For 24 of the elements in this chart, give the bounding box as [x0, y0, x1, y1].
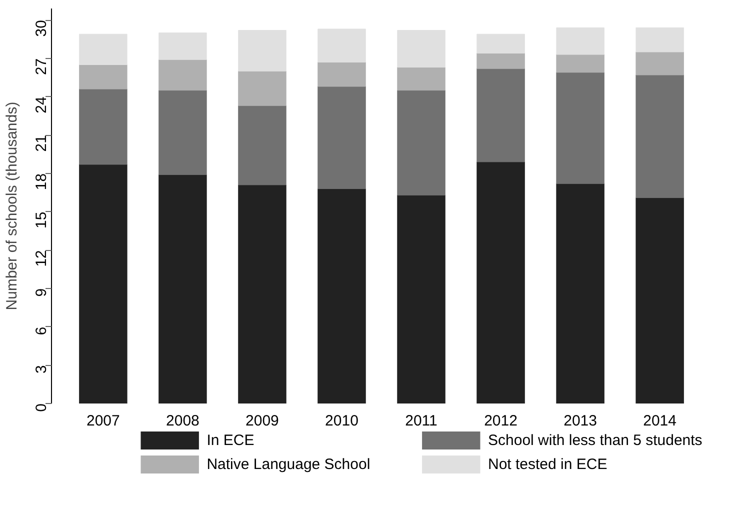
x-tick-label: 2009 [246, 412, 279, 430]
x-tick-label: 2010 [325, 412, 358, 430]
y-tick-label: 21 [33, 135, 50, 152]
x-tick-label: 2011 [405, 412, 438, 430]
y-tick-label: 9 [33, 288, 50, 297]
y-tick-label: 12 [33, 250, 50, 267]
y-tick-label: 6 [33, 326, 50, 336]
y-tick-label: 30 [33, 20, 50, 37]
x-tick-label: 2008 [166, 412, 200, 430]
legend-label: In ECE [206, 432, 254, 449]
x-tick-label: 2014 [643, 412, 677, 430]
y-tick-label: 27 [33, 58, 50, 76]
y-axis-title: Number of schools (thousands) [4, 102, 20, 310]
y-tick-label: 18 [33, 173, 50, 190]
x-tick-label: 2013 [564, 412, 597, 430]
x-tick-label: 2007 [86, 412, 120, 430]
y-tick-label: 15 [33, 212, 50, 228]
legend-label: Not tested in ECE [488, 456, 608, 473]
y-tick-label: 24 [33, 96, 50, 114]
y-tick-label: 3 [33, 365, 50, 374]
x-tick-label: 2012 [484, 412, 518, 430]
legend-label: School with less than 5 students [488, 432, 702, 449]
y-tick-label: 0 [33, 404, 50, 412]
legend-label: Native Language School [206, 456, 370, 473]
